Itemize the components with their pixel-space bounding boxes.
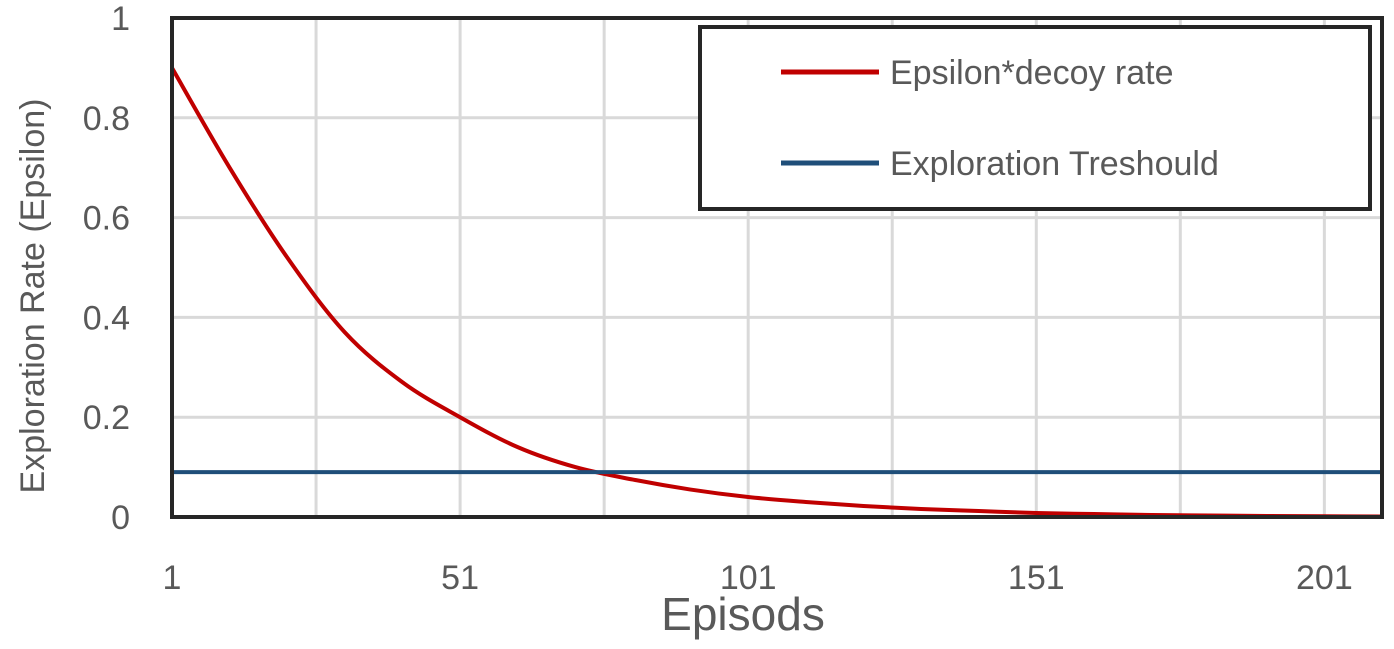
y-tick-label: 0 [111, 499, 130, 537]
plot-area-frame [170, 16, 1384, 519]
y-tick-label: 0.2 [83, 399, 130, 437]
y-tick-label: 0.8 [83, 100, 130, 138]
x-tick-label: 151 [1008, 559, 1065, 597]
x-tick-label: 51 [441, 559, 479, 597]
x-tick-label: 201 [1296, 559, 1353, 597]
x-tick-label: 101 [720, 559, 777, 597]
y-axis-title: Exploration Rate (Epsilon) [14, 99, 52, 494]
legend-label-epsilon-decay: Epsilon*decoy rate [890, 54, 1174, 92]
y-tick-label: 0.6 [83, 200, 130, 238]
y-axis-tick-labels: 0 0.2 0.4 0.6 0.8 1 [83, 0, 130, 537]
y-tick-label: 1 [111, 0, 130, 38]
x-axis-title: Episods [661, 588, 825, 640]
legend-box [698, 25, 1372, 211]
legend: Epsilon*decoy rate Exploration Treshould [698, 25, 1372, 211]
legend-label-exploration-threshold: Exploration Treshould [890, 145, 1219, 183]
x-tick-label: 1 [163, 559, 182, 597]
y-tick-label: 0.4 [83, 299, 130, 337]
x-axis-tick-labels: 1 51 101 151 201 [163, 559, 1353, 597]
